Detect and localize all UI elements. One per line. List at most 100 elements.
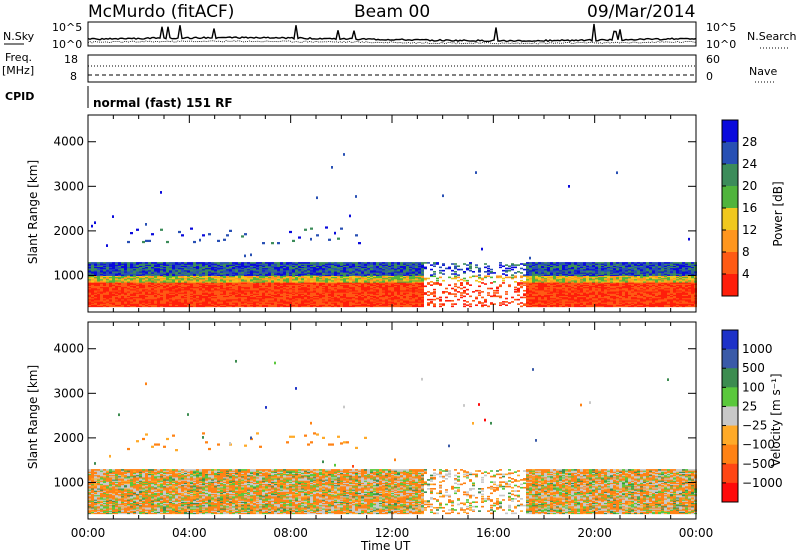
data-cell	[301, 293, 304, 295]
data-cell	[382, 283, 385, 285]
data-cell	[379, 268, 382, 271]
data-cell	[223, 263, 226, 265]
data-cell	[124, 286, 127, 289]
data-cell	[106, 263, 109, 265]
data-cell	[277, 305, 280, 308]
data-cell	[181, 299, 184, 302]
data-cell	[163, 287, 166, 290]
data-cell	[271, 278, 274, 281]
data-cell	[397, 278, 400, 281]
data-cell	[142, 264, 145, 266]
data-cell	[346, 275, 349, 278]
data-cell	[331, 288, 334, 291]
data-cell	[232, 265, 235, 268]
data-cell	[172, 272, 175, 274]
data-cell	[103, 276, 106, 279]
data-cell	[241, 262, 244, 264]
data-cell	[130, 275, 133, 278]
data-cell	[142, 275, 145, 278]
data-cell	[205, 276, 208, 279]
data-cell	[346, 291, 349, 293]
data-cell	[100, 264, 103, 266]
data-cell	[241, 294, 244, 297]
data-cell	[130, 273, 133, 275]
data-cell	[382, 289, 385, 292]
data-cell	[403, 277, 406, 280]
data-cell	[352, 293, 355, 295]
data-cell	[247, 286, 250, 289]
data-cell	[316, 287, 319, 290]
data-cell	[229, 288, 232, 291]
data-cell	[361, 301, 364, 303]
data-cell	[226, 305, 229, 308]
data-cell	[241, 281, 244, 283]
data-cell	[205, 268, 208, 271]
data-cell	[226, 293, 229, 295]
data-cell	[235, 285, 238, 288]
data-cell	[88, 299, 91, 302]
data-cell	[268, 304, 271, 307]
data-cell	[379, 273, 382, 275]
data-cell	[235, 294, 238, 297]
data-cell	[196, 298, 199, 301]
data-cell	[409, 270, 412, 273]
data-cell	[100, 265, 103, 268]
data-cell	[253, 281, 256, 283]
data-cell	[418, 294, 421, 297]
data-cell	[271, 279, 274, 282]
data-cell	[415, 303, 418, 305]
data-cell	[367, 282, 370, 284]
data-cell	[379, 265, 382, 268]
data-cell	[166, 240, 169, 244]
data-cell	[217, 273, 220, 275]
data-cell	[163, 293, 166, 295]
data-cell	[97, 298, 100, 301]
data-cell	[340, 288, 343, 291]
data-cell	[184, 301, 187, 303]
data-cell	[94, 275, 97, 278]
data-cell	[349, 293, 352, 295]
data-cell	[175, 285, 178, 288]
data-cell	[166, 297, 169, 300]
data-cell	[160, 273, 163, 275]
data-cell	[250, 264, 253, 266]
data-cell	[184, 296, 187, 299]
data-cell	[529, 281, 532, 283]
data-cell	[403, 284, 406, 286]
data-cell	[268, 301, 271, 303]
data-cell	[244, 298, 247, 301]
data-cell	[439, 283, 442, 285]
data-cell	[247, 282, 250, 284]
data-cell	[133, 295, 136, 298]
data-cell	[514, 288, 517, 291]
data-cell	[139, 282, 142, 284]
data-cell	[145, 296, 148, 299]
data-cell	[469, 262, 472, 264]
data-cell	[97, 302, 100, 304]
data-cell	[136, 287, 139, 290]
data-cell	[433, 295, 436, 298]
data-cell	[370, 304, 373, 307]
data-cell	[133, 279, 136, 282]
data-cell	[403, 297, 406, 300]
data-cell	[109, 278, 112, 281]
data-cell	[163, 274, 166, 276]
data-cell	[160, 281, 163, 283]
data-cell	[388, 289, 391, 292]
data-cell	[208, 265, 211, 268]
data-cell	[310, 278, 313, 281]
data-cell	[358, 277, 361, 280]
data-cell	[97, 266, 100, 269]
data-cell	[109, 265, 112, 268]
data-cell	[406, 266, 409, 269]
data-cell	[91, 263, 94, 265]
data-cell	[373, 293, 376, 295]
data-cell	[265, 279, 268, 282]
data-cell	[190, 286, 193, 289]
data-cell	[124, 299, 127, 302]
data-cell	[199, 292, 202, 294]
data-cell	[262, 275, 265, 278]
data-cell	[274, 298, 277, 301]
data-cell	[388, 301, 391, 303]
data-cell	[241, 263, 244, 265]
